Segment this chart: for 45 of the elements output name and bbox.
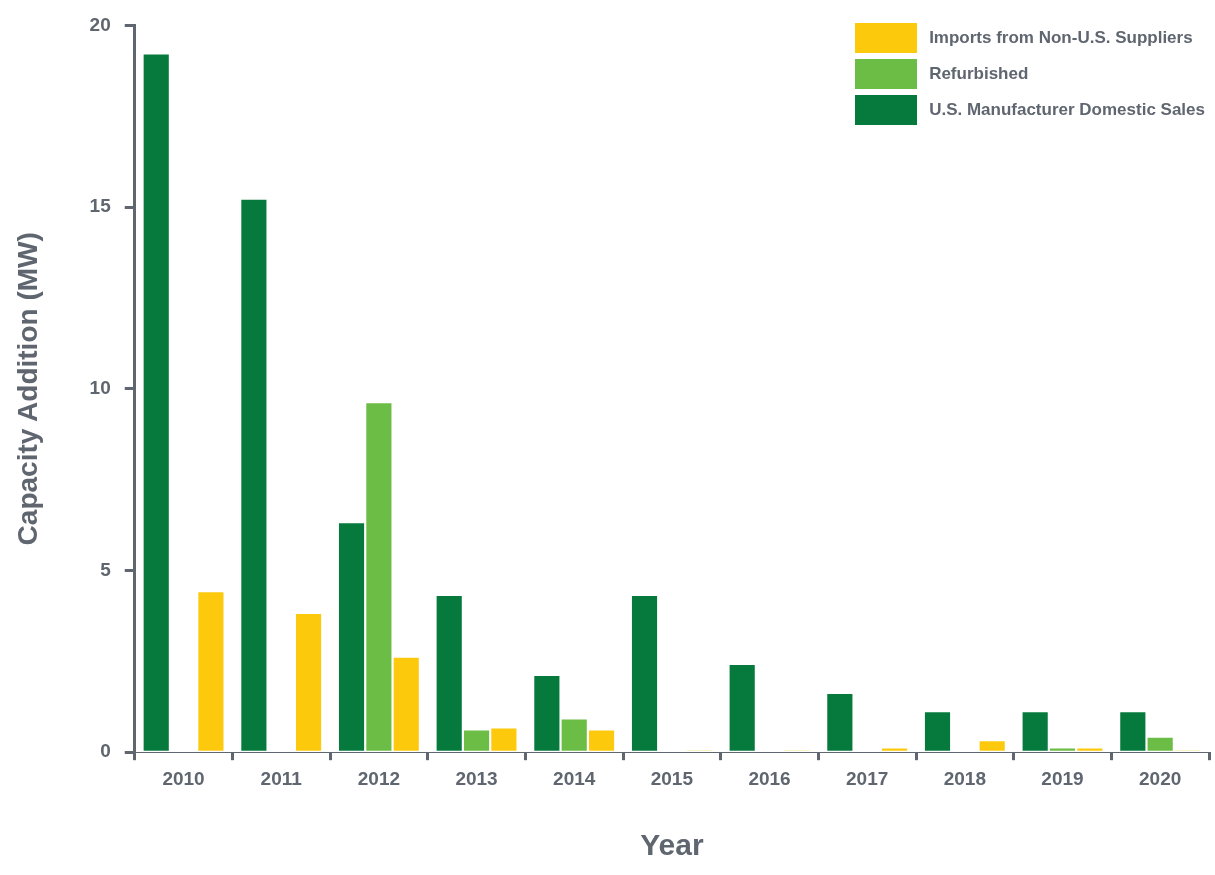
bar [881,748,908,751]
y-tick-label: 20 [89,13,111,35]
bar [338,523,365,751]
x-tick-label: 2020 [1139,767,1182,789]
y-axis-title: Capacity Addition (MW) [11,232,43,546]
bar [561,719,587,751]
legend-label: Refurbished [929,64,1029,85]
bar [729,664,755,751]
bar [143,54,169,751]
x-tick-label: 2014 [553,767,596,789]
bar [827,694,853,751]
bar [1049,748,1076,751]
bar [534,675,560,751]
x-tick-label: 2017 [846,767,889,789]
y-tick-label: 15 [89,195,112,217]
x-tick-label: 2018 [943,767,986,789]
bar [295,614,322,751]
legend-label: U.S. Manufacturer Domestic Sales [929,100,1205,121]
bar [366,403,392,751]
bar [491,728,517,751]
legend-label: Imports from Non-U.S. Suppliers [929,28,1193,49]
x-tick-label: 2015 [650,767,694,789]
bar [1022,712,1048,751]
bar [463,730,490,751]
x-tick-label: 2011 [260,767,303,789]
x-tick-label: 2019 [1041,767,1084,789]
bar [979,741,1005,751]
x-tick-label: 2010 [162,767,205,789]
bar [436,595,462,751]
x-axis-title: Year [640,828,704,862]
bar [241,199,267,751]
x-tick-label: 2013 [455,767,498,789]
x-tick-label: 2016 [748,767,791,789]
y-tick-label: 5 [100,558,112,580]
bar [1147,737,1173,751]
bar [588,730,615,751]
bar [1120,712,1146,751]
bar [393,657,419,751]
bar [631,595,658,751]
y-tick-label: 10 [89,377,111,399]
bar [198,592,224,751]
bar [1077,748,1103,751]
bar [924,712,951,751]
y-tick-label: 0 [100,740,111,762]
x-tick-label: 2012 [357,767,401,789]
